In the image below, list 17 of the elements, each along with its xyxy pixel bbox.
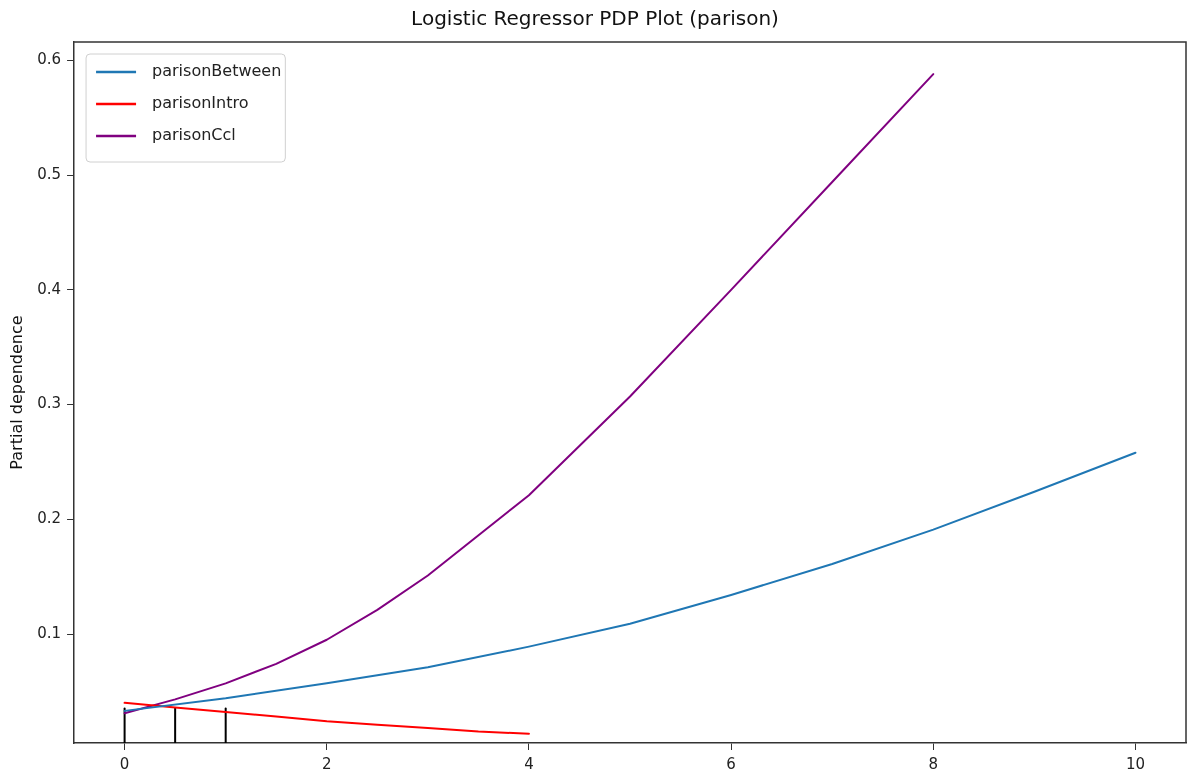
legend-label: parisonIntro [152, 93, 249, 113]
x-tick-label: 0 [119, 754, 130, 773]
x-tick-label: 8 [928, 754, 939, 773]
y-tick-label: 0.6 [37, 50, 62, 69]
y-tick-label: 0.3 [37, 394, 62, 413]
y-axis-title: Partial dependence [6, 315, 26, 470]
y-tick-label: 0.2 [37, 509, 62, 528]
legend-label: parisonBetween [152, 61, 282, 81]
x-tick-label: 10 [1125, 754, 1145, 773]
x-tick-label: 2 [322, 754, 332, 773]
chart-title: Logistic Regressor PDP Plot (parison) [411, 6, 779, 31]
legend-label: parisonCcl [152, 125, 236, 145]
y-tick-label: 0.1 [37, 623, 62, 642]
x-tick-label: 4 [524, 754, 534, 773]
x-tick-label: 6 [726, 754, 736, 773]
y-tick-label: 0.4 [37, 279, 62, 298]
y-tick-label: 0.5 [37, 164, 62, 183]
